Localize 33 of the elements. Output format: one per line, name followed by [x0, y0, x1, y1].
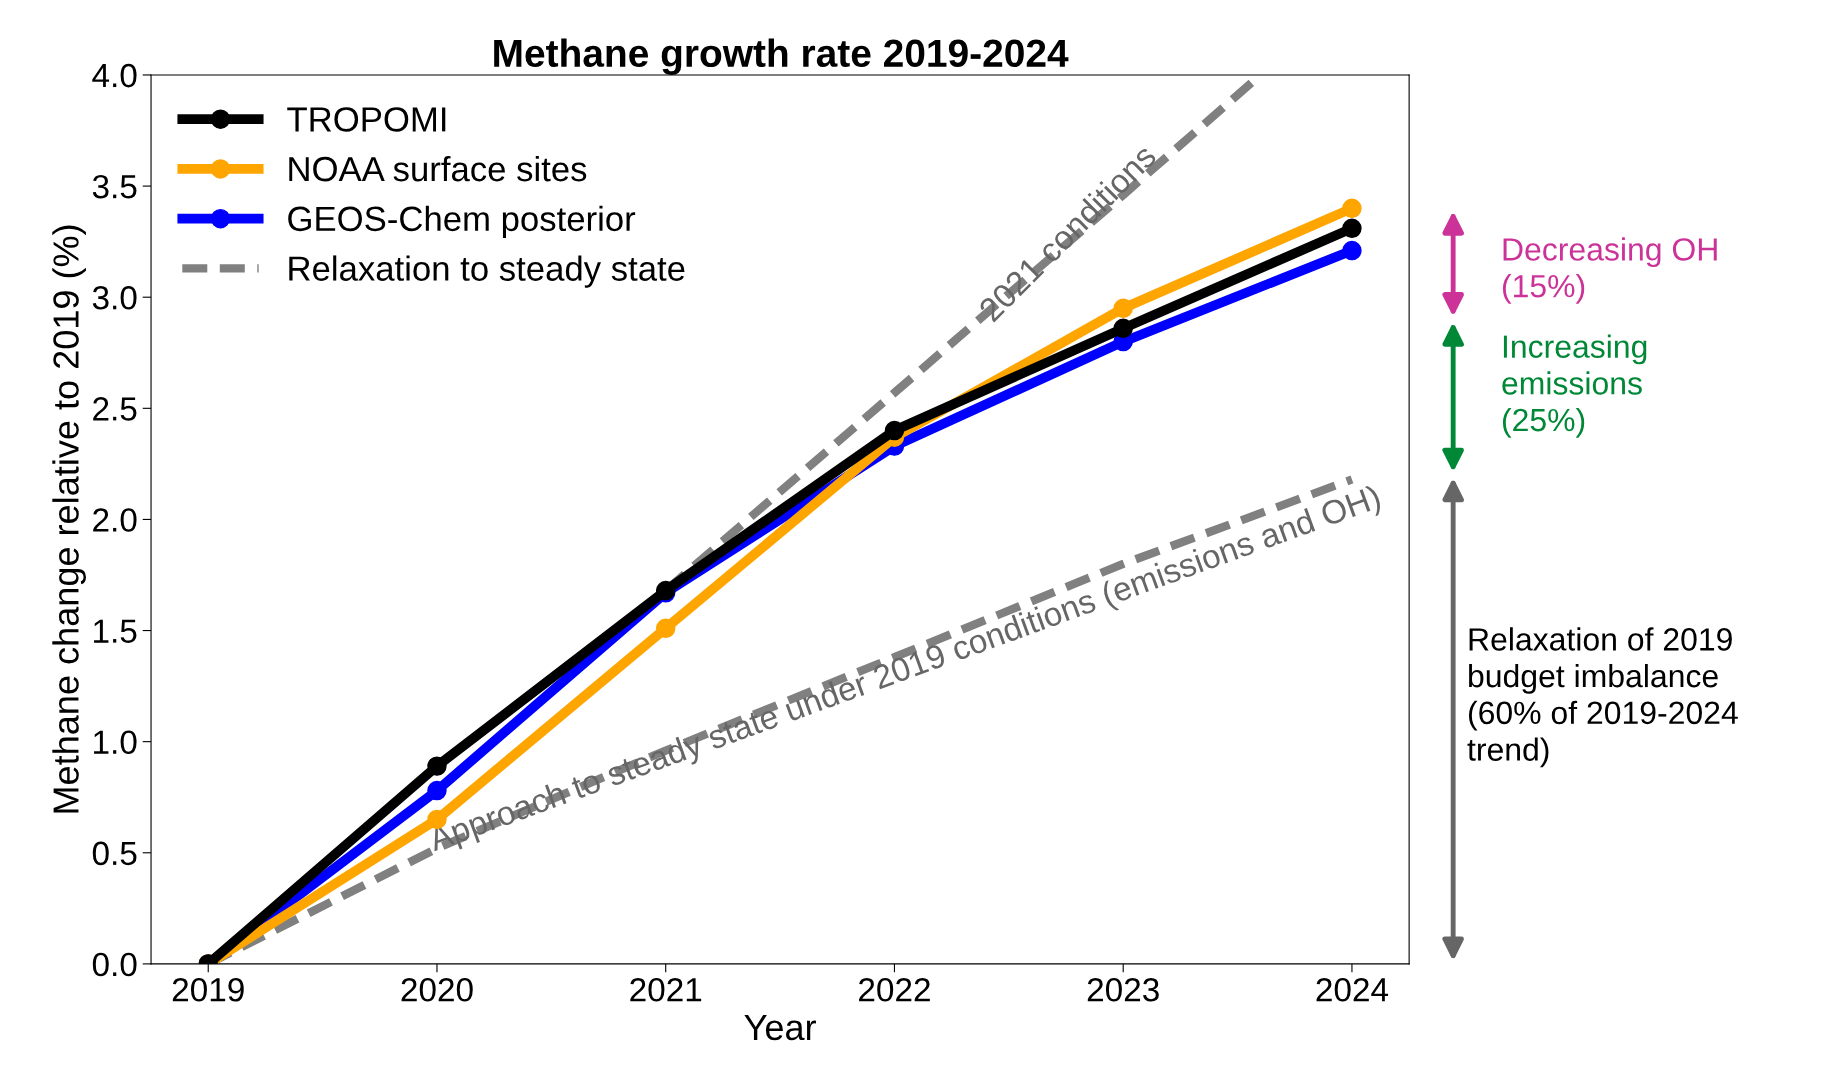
legend-label: GEOS-Chem posterior: [288, 205, 636, 239]
x-tick-label: 2024: [1316, 977, 1389, 1002]
y-tick-label: 3.5: [92, 174, 137, 199]
point: [1342, 198, 1362, 219]
x-tick-label: 2021: [630, 977, 702, 1002]
point: [427, 756, 447, 776]
y-tick-label: 2.5: [93, 397, 137, 421]
y-tick-label: 0.5: [92, 841, 137, 866]
y-axis-title: Methane change relative to 2019 (%): [52, 225, 86, 813]
x-tick-label: 2023: [1087, 977, 1159, 1002]
text: Relaxation of 2019 budget imbalance (60% of 2019-2024 trend): [1467, 627, 1738, 768]
text: Increasing emissions (25%): [1502, 334, 1647, 438]
y-tick-label: 4.0: [92, 63, 137, 88]
point: [1342, 240, 1362, 261]
y-tick-label: 1.5: [94, 619, 137, 643]
point: [1113, 318, 1133, 339]
chart-title: Methane growth rate 2019-2024: [494, 38, 1069, 75]
text: Decreasing OH (15%): [1502, 237, 1717, 304]
x-tick-label: 2022: [859, 977, 930, 1002]
x-axis-title: Year: [744, 1015, 816, 1041]
y-tick-label: 1.0: [94, 730, 137, 755]
point: [884, 420, 905, 441]
y-tick-label: 2.0: [93, 508, 137, 532]
x-tick-label: 2019: [172, 977, 244, 1002]
legend-label: NOAA surface sites: [289, 155, 587, 182]
point: [1113, 298, 1133, 319]
legend-label: TROPOMI: [287, 107, 446, 132]
x-tick-label: 2020: [401, 977, 473, 1002]
point: [655, 618, 676, 639]
point: [1342, 218, 1362, 239]
legend-label: Relaxation to steady state: [289, 255, 685, 288]
y-tick-label: 3.0: [92, 286, 137, 310]
y-tick-label: 0.0: [92, 952, 137, 977]
